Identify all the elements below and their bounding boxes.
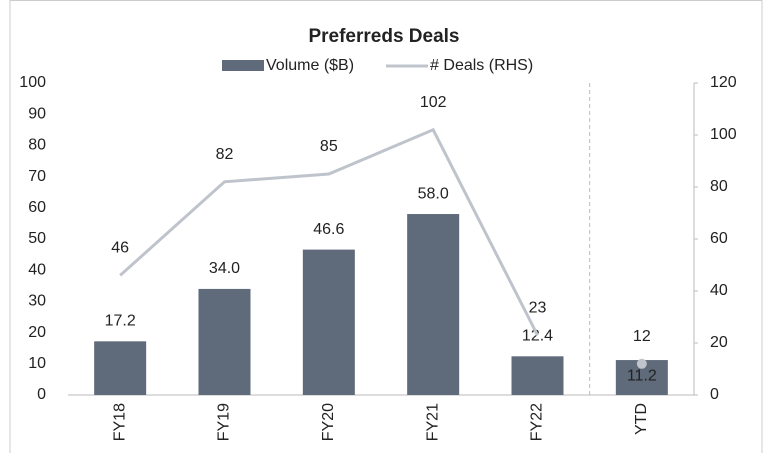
legend-label: # Deals (RHS) <box>430 57 533 74</box>
bar <box>198 288 251 395</box>
y-tick-label: 40 <box>28 261 46 278</box>
line <box>119 127 539 336</box>
bar <box>302 249 355 395</box>
x-tick-label: FY21 <box>424 403 441 441</box>
y2-tick-label: 0 <box>710 386 719 403</box>
x-tick-label: YTD <box>633 403 650 435</box>
y2-tick-label: 40 <box>710 282 728 299</box>
y-tick-label: 70 <box>28 168 46 185</box>
chart-title: Preferreds Deals <box>308 26 459 47</box>
y-tick-label: 10 <box>28 355 46 372</box>
line-value-label: 46 <box>111 240 129 257</box>
bar <box>511 356 564 395</box>
y2-tick-label: 120 <box>710 74 737 91</box>
x-tick-label: FY19 <box>216 403 233 441</box>
x-tick-label: FY22 <box>529 403 546 441</box>
y2-tick-label: 80 <box>710 178 728 195</box>
y2-tick-label: 100 <box>710 126 737 143</box>
bar <box>94 341 147 395</box>
y-tick-label: 80 <box>28 137 46 154</box>
x-tick-label: FY18 <box>111 403 128 441</box>
line-value-label: 85 <box>320 138 338 155</box>
bar-value-label: 46.6 <box>313 221 344 238</box>
y-tick-label: 0 <box>37 386 46 403</box>
y-tick-label: 50 <box>28 230 46 247</box>
legend-swatch <box>222 60 264 71</box>
line-value-label: 12 <box>633 328 651 345</box>
bar-value-label: 34.0 <box>209 260 240 277</box>
line-value-label: 23 <box>529 299 547 316</box>
bar <box>407 214 460 395</box>
bar-value-label: 11.2 <box>627 367 657 384</box>
y-tick-label: 20 <box>28 324 46 341</box>
bar-value-label: 17.2 <box>105 313 136 330</box>
line-value-label: 82 <box>216 146 234 163</box>
bar-value-label: 58.0 <box>418 185 449 202</box>
y2-tick-label: 60 <box>710 230 728 247</box>
y2-tick-label: 20 <box>710 334 728 351</box>
line-value-label: 102 <box>420 94 447 111</box>
y-tick-label: 60 <box>28 199 46 216</box>
y-tick-label: 100 <box>19 74 46 91</box>
y-tick-label: 90 <box>28 105 46 122</box>
point <box>636 358 647 369</box>
y-tick-label: 30 <box>28 293 46 310</box>
frame <box>9 0 763 453</box>
x-tick-label: FY20 <box>320 403 337 441</box>
legend-label: Volume ($B) <box>266 57 354 74</box>
bar-value-label: 12.4 <box>522 328 553 345</box>
